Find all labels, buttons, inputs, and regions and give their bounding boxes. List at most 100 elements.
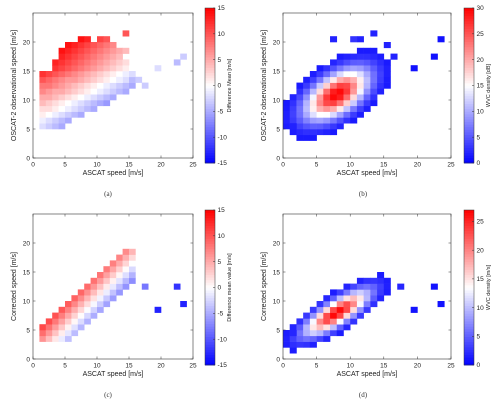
- heatmap-cell: [330, 100, 338, 107]
- heatmap-cell: [109, 76, 117, 83]
- heatmap-cell: [90, 53, 98, 60]
- colorbar-tick-label: -15: [218, 160, 228, 167]
- colorbar-tick-label: 0: [477, 362, 481, 369]
- heatmap-cell: [71, 65, 79, 72]
- heatmap-cell: [330, 123, 338, 130]
- heatmap-cell: [103, 76, 111, 83]
- colorbar-segment: [205, 124, 215, 128]
- heatmap-cell: [437, 36, 445, 43]
- colorbar-segment: [464, 295, 474, 299]
- colorbar-segment: [205, 119, 215, 123]
- heatmap-cell: [350, 76, 358, 83]
- heatmap-cell: [116, 272, 123, 279]
- heatmap-cell: [103, 283, 111, 290]
- heatmap-cell: [296, 105, 304, 112]
- heatmap-cell: [122, 47, 130, 54]
- heatmap-cell: [377, 71, 385, 78]
- colorbar-tick-label: 20: [477, 57, 485, 64]
- heatmap-cell: [103, 82, 111, 89]
- heatmap-cell: [58, 105, 66, 112]
- heatmap-cell: [77, 88, 85, 95]
- heatmap-cell: [52, 65, 59, 72]
- heatmap-cell: [296, 341, 304, 348]
- heatmap-cell: [116, 71, 123, 78]
- colorbar-segment: [464, 119, 474, 123]
- heatmap-cell: [71, 312, 79, 319]
- colorbar-segment: [205, 318, 215, 322]
- heatmap-cell: [84, 82, 91, 89]
- heatmap-cell: [303, 324, 311, 331]
- colorbar-segment: [205, 238, 215, 242]
- colorbar-segment: [464, 13, 474, 17]
- heatmap-cell: [343, 312, 351, 319]
- heatmap-cell: [323, 123, 331, 130]
- heatmap-cell: [109, 266, 117, 273]
- heatmap-cell: [377, 283, 385, 290]
- heatmap-cells: [283, 272, 445, 354]
- y-axis-label: OSCAT-2 observational speed [m/s]: [11, 30, 18, 141]
- panel-caption: (c): [104, 391, 112, 399]
- heatmap-cell: [109, 289, 117, 296]
- y-tick-label: 10: [23, 97, 31, 104]
- colorbar-segment: [464, 269, 474, 273]
- heatmap-cell: [71, 111, 79, 118]
- colorbar-label: Difference Mean [m/s]: [227, 58, 233, 112]
- colorbar-segment: [464, 235, 474, 239]
- heatmap-cell: [330, 117, 338, 124]
- x-tick-label: 15: [125, 363, 133, 370]
- heatmap-cell: [97, 301, 104, 308]
- colorbar-segment: [205, 23, 215, 27]
- heatmap-cells: [39, 248, 187, 342]
- heatmap-cell: [71, 94, 79, 101]
- heatmap-cell: [52, 59, 59, 66]
- heatmap-cell: [90, 47, 98, 54]
- heatmap-cell: [97, 59, 104, 66]
- heatmap-cell: [323, 318, 331, 325]
- colorbar-segment: [464, 344, 474, 348]
- heatmap-cell: [109, 47, 117, 54]
- colorbar-segment: [464, 217, 474, 221]
- heatmap-cell: [316, 301, 324, 308]
- colorbar-segment: [205, 126, 215, 130]
- heatmap-cell: [71, 76, 79, 83]
- colorbar-segment: [464, 359, 474, 363]
- heatmap-cell: [356, 111, 364, 118]
- heatmap-cell: [303, 134, 311, 141]
- colorbar-segment: [464, 225, 474, 229]
- heatmap-cell: [323, 82, 331, 89]
- colorbar-segment: [464, 346, 474, 350]
- heatmap-cell: [116, 53, 123, 60]
- heatmap-cell: [316, 71, 324, 78]
- heatmap-cell: [116, 82, 123, 89]
- heatmap-cell: [90, 301, 98, 308]
- heatmap-cell: [90, 289, 98, 296]
- colorbar-segment: [205, 274, 215, 278]
- heatmap-cell: [323, 324, 331, 331]
- heatmap-cell: [383, 65, 391, 72]
- heatmap-cell: [45, 324, 53, 331]
- colorbar: 0 5 10 15 20 25 30 WVC density [dB]: [463, 5, 492, 167]
- heatmap-cell: [330, 88, 338, 95]
- colorbar-segment: [464, 318, 474, 322]
- colorbar-segment: [205, 70, 215, 73]
- heatmap-cell: [90, 88, 98, 95]
- heatmap-cell: [65, 318, 72, 325]
- colorbar-segment: [205, 233, 215, 237]
- heatmap-cell: [109, 272, 117, 279]
- colorbar-segment: [205, 108, 215, 112]
- heatmap-cell: [303, 88, 311, 95]
- x-tick-label: 15: [380, 363, 388, 370]
- heatmap-cell: [84, 71, 91, 78]
- heatmap-cell: [45, 76, 53, 83]
- heatmap-cell: [84, 76, 91, 83]
- heatmap-cell: [39, 94, 47, 101]
- heatmap-cell: [289, 117, 297, 124]
- y-tick-label: 20: [273, 240, 281, 247]
- x-tick-label: 0: [31, 162, 35, 169]
- x-tick-label: 25: [447, 162, 455, 169]
- colorbar-segment: [464, 54, 474, 58]
- heatmap-cell: [90, 71, 98, 78]
- heatmap-cell: [377, 88, 385, 95]
- heatmap-cell: [97, 47, 104, 54]
- heatmap-cell: [336, 76, 344, 83]
